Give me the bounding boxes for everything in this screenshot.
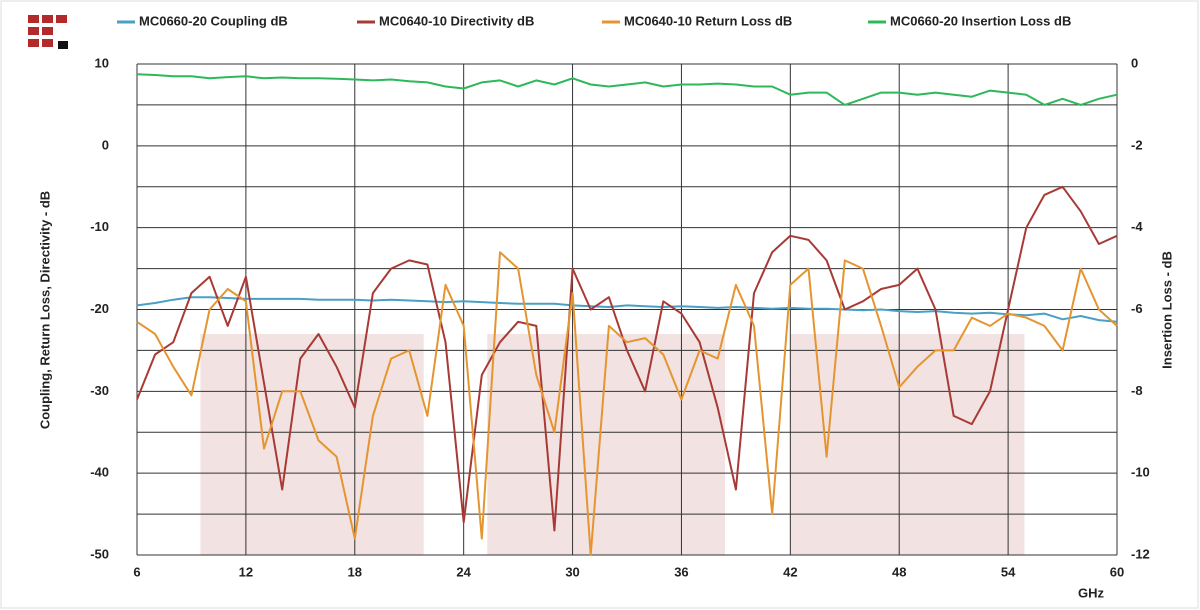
y2-tick-label: -6	[1131, 301, 1143, 316]
x-tick-label: 54	[1001, 564, 1016, 579]
x-tick-label: 6	[133, 564, 140, 579]
y-axis-label: Coupling, Return Loss, Directivity - dB	[37, 191, 52, 429]
series-line	[136, 251, 1118, 556]
x-tick-label: 30	[565, 564, 579, 579]
y2-tick-label: -10	[1131, 465, 1150, 480]
legend-label: MC0660-20 Coupling dB	[139, 13, 288, 28]
y2-tick-label: -2	[1131, 137, 1143, 152]
series-line	[136, 296, 1118, 323]
y2-tick-label: 0	[1131, 55, 1138, 70]
legend-label: MC0660-20 Insertion Loss dB	[890, 13, 1071, 28]
x-tick-label: 18	[348, 564, 362, 579]
y-tick-label: -30	[90, 383, 109, 398]
y-tick-label: -40	[90, 465, 109, 480]
y-tick-label: -20	[90, 301, 109, 316]
x-tick-label: 60	[1110, 564, 1124, 579]
y2-tick-label: -8	[1131, 383, 1143, 398]
x-tick-label: 24	[456, 564, 471, 579]
logo	[28, 15, 68, 49]
shaded-region	[200, 334, 424, 555]
x-tick-label: 12	[239, 564, 253, 579]
y-tick-label: -50	[90, 546, 109, 561]
series-line	[136, 73, 1118, 106]
legend-label: MC0640-10 Directivity dB	[379, 13, 534, 28]
x-axis-label: GHz	[1078, 585, 1105, 600]
y-tick-label: 10	[95, 55, 109, 70]
x-tick-label: 42	[783, 564, 797, 579]
y-tick-label: -10	[90, 219, 109, 234]
legend-label: MC0640-10 Return Loss dB	[624, 13, 792, 28]
series-line	[136, 185, 1118, 532]
y2-tick-label: -4	[1131, 219, 1143, 234]
x-tick-label: 36	[674, 564, 688, 579]
y-tick-label: 0	[102, 137, 109, 152]
shaded-region	[790, 334, 1025, 555]
y2-tick-label: -12	[1131, 546, 1150, 561]
x-tick-label: 48	[892, 564, 906, 579]
y2-axis-label: Insertion Loss - dB	[1159, 251, 1174, 369]
